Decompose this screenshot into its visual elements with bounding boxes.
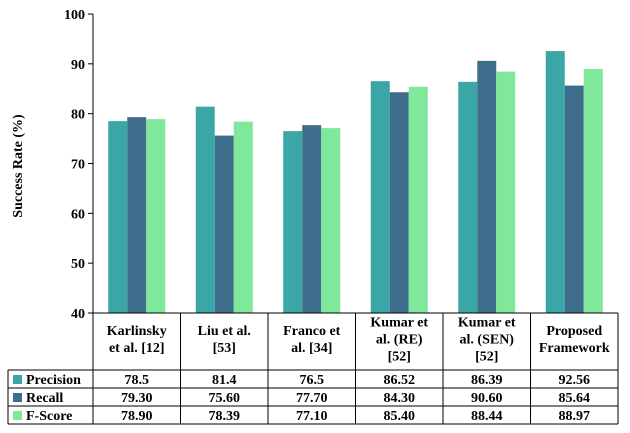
bar-precision: [370, 81, 390, 314]
series-name: Recall: [26, 391, 63, 406]
data-label: 78.90: [121, 409, 153, 424]
bar-precision: [108, 121, 128, 314]
data-label: 77.10: [296, 409, 328, 424]
bar-recall: [389, 92, 409, 313]
y-tick-label: 90: [71, 58, 85, 73]
bar-recall: [127, 117, 147, 313]
category-label: Kumar et: [370, 316, 428, 331]
bar-recall: [214, 135, 234, 313]
bar-f-score: [233, 121, 253, 313]
bar-f-score: [408, 86, 428, 313]
data-label: 75.60: [209, 391, 241, 406]
bar-f-score: [496, 71, 516, 313]
legend-key-recall: [13, 393, 22, 402]
data-label: 90.60: [471, 391, 503, 406]
bar-recall: [477, 60, 497, 313]
data-label: 85.64: [559, 391, 591, 406]
series-name: F-Score: [26, 409, 72, 424]
data-label: 79.30: [121, 391, 153, 406]
legend-key-f-score: [13, 411, 22, 420]
bar-f-score: [321, 128, 341, 313]
data-label: 92.56: [559, 373, 591, 388]
category-label: al. (SEN): [460, 333, 515, 348]
data-table: Karlinsky et al. [12] Liu et al. [53] Franco…: [7, 313, 619, 425]
legend-key-precision: [13, 375, 22, 384]
bar-recall: [302, 125, 322, 314]
data-label: 78.39: [209, 409, 241, 424]
bar-precision: [545, 51, 565, 314]
bars: [108, 51, 603, 314]
data-label: 85.40: [384, 409, 416, 424]
bar-precision: [458, 81, 478, 313]
bar-precision: [195, 106, 215, 313]
data-label: 78.5: [125, 373, 150, 388]
category-label: Franco et: [283, 324, 340, 339]
category-label: al. [34]: [291, 341, 332, 356]
bar-recall: [564, 85, 584, 313]
bar-f-score: [146, 119, 166, 313]
category-label: Proposed: [546, 324, 602, 339]
data-label: 84.30: [384, 391, 416, 406]
category-label: Karlinsky: [107, 324, 167, 339]
data-label: 81.4: [212, 373, 237, 388]
y-tick-label: 100: [64, 8, 85, 23]
data-label: 86.52: [384, 373, 416, 388]
category-label: [52]: [388, 350, 411, 365]
data-label: 86.39: [471, 373, 503, 388]
data-label: 88.97: [559, 409, 591, 424]
y-tick-label: 60: [71, 207, 85, 222]
category-label: [52]: [475, 350, 498, 365]
category-label: Liu et al.: [198, 324, 251, 339]
y-tick-label: 80: [71, 108, 85, 123]
category-label: [53]: [213, 341, 236, 356]
category-label: Framework: [539, 341, 610, 356]
data-label: 76.5: [300, 373, 325, 388]
category-label: et al. [12]: [109, 341, 165, 356]
series-name: Precision: [26, 373, 81, 388]
y-tick-label: 40: [71, 307, 85, 322]
bar-f-score: [583, 68, 603, 314]
y-tick-label: 70: [71, 158, 85, 173]
data-label: 88.44: [471, 409, 503, 424]
axes: [92, 14, 618, 314]
y-tick-label: 50: [71, 257, 85, 272]
y-axis-label: Success Rate (%): [11, 114, 26, 218]
bar-precision: [283, 131, 303, 313]
y-axis-ticks: 40 50 60 70 80 90 100: [64, 8, 93, 322]
category-label: Kumar et: [458, 316, 516, 331]
category-label: al. (RE): [376, 333, 423, 348]
data-label: 77.70: [296, 391, 328, 406]
